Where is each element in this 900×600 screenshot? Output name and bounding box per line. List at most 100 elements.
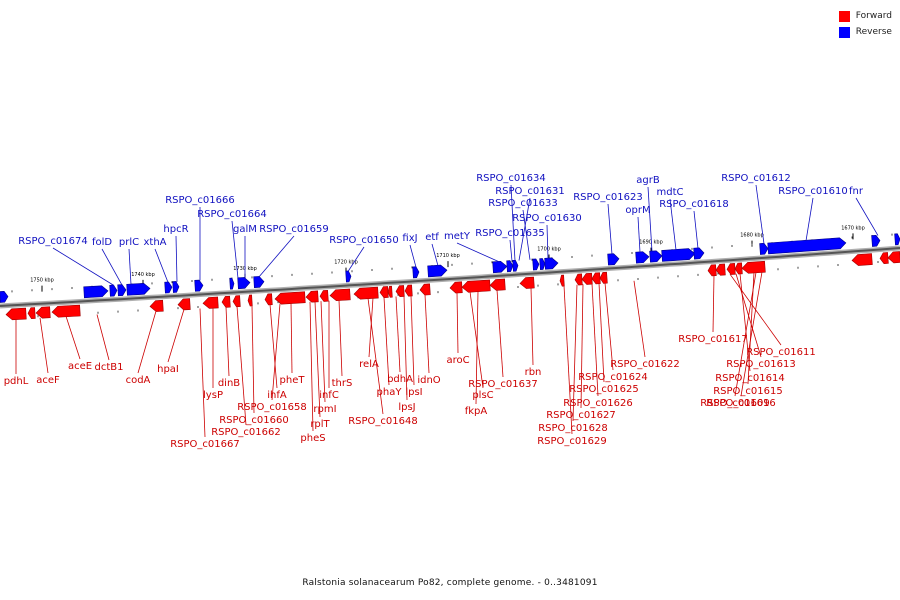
reverse-gene-label: RSPO_c01633 [488,198,558,209]
kbp-tick-label: 1750 kbp [30,278,54,284]
forward-gene-label: RSPO_c01629 [537,436,607,447]
reverse-leader-line [509,239,513,262]
forward-gene-arrow [305,290,319,303]
forward-gene-arrow [387,285,393,298]
forward-gene-label: RSPO_c01648 [348,416,418,427]
forward-leader-line [403,295,408,401]
legend-forward-label: Forward [855,11,892,21]
reverse-gene-arrow [345,270,352,283]
reverse-gene-arrow [229,277,235,290]
forward-gene-label: thrS [332,378,353,389]
forward-gene-arrow [734,262,743,275]
reverse-leader-line [755,184,765,244]
forward-gene-arrow [35,306,51,319]
forward-gene-arrow [5,307,27,321]
reverse-gene-label: RSPO_c01631 [495,186,565,197]
kbp-tick-label: 1740 kbp [131,272,155,278]
forward-gene-label: bdhA [387,374,413,385]
legend: Forward Reverse [838,8,892,40]
forward-gene-arrow [851,253,873,266]
reverse-gene-arrow [635,251,650,264]
reverse-gene-label: fnr [849,186,864,197]
forward-gene-label: RSPO_c01615 [713,386,783,397]
forward-gene-arrow [449,281,463,294]
forward-gene-arrow [353,286,379,300]
reverse-gene-arrow [109,284,118,297]
kbp-tick-label: 1670 kbp [841,225,865,231]
reverse-gene-label: oprM [625,205,650,216]
forward-gene-label: RSPO_c01637 [468,379,538,390]
forward-leader-line [712,275,715,333]
forward-gene-arrow [202,296,219,309]
forward-leader-line [225,306,230,377]
reverse-gene-label: RSPO_c01612 [721,173,791,184]
reverse-leader-line [669,198,677,250]
reverse-leader-line [855,197,879,236]
reverse-gene-label: xthA [143,237,166,248]
reverse-leader-line [637,216,641,253]
forward-gene-label: ihfA [267,390,287,401]
forward-gene-label: rpmI [313,404,336,415]
forward-gene-label: phaY [377,387,403,398]
forward-leader-line [572,284,578,422]
forward-gene-label: RSPO_c01658 [237,402,307,413]
forward-leader-line [395,296,401,373]
genome-caption: Ralstonia solanacearum Po82, complete ge… [302,578,598,588]
reverse-leader-line [805,197,814,241]
reverse-leader-line [431,243,439,266]
forward-leader-line [563,285,573,435]
reverse-gene-arrow [544,257,559,270]
forward-gene-label: dinB [218,378,240,389]
forward-gene-label: hpaI [157,364,179,375]
forward-gene-label: fkpA [465,406,488,417]
forward-leader-line [167,309,185,363]
forward-gene-arrow [395,285,405,298]
forward-gene-arrow [879,252,889,265]
reverse-gene-label: RSPO_c01618 [659,199,729,210]
reverse-gene-arrow [427,264,448,278]
forward-leader-line [530,287,534,366]
reverse-leader-line [409,244,417,268]
forward-swatch [838,10,850,22]
reverse-gene-arrow [607,253,620,266]
reverse-swatch [838,26,850,38]
forward-gene-label: pheT [280,375,306,386]
forward-gene-label: RSPO_c01628 [538,423,608,434]
reverse-gene-label: prlC [119,237,139,248]
forward-gene-label: RSPO_c01627 [546,410,616,421]
forward-gene-arrow [319,289,329,302]
genome-backbone [0,247,900,307]
forward-gene-label: RSPO_c01609 [700,398,770,409]
forward-gene-label: idnO [417,375,440,386]
forward-leader-line [199,308,206,438]
reverse-gene-label: etf [425,232,439,243]
forward-gene-label: relA [359,359,379,370]
forward-gene-label: RSPO_c01660 [219,415,289,426]
forward-leader-line [96,314,110,361]
forward-gene-label: rplT [310,419,330,430]
reverse-gene-label: RSPO_c01623 [573,192,643,203]
forward-gene-label: RSPO_c01622 [610,359,680,370]
forward-gene-label: RSPO_c01626 [563,398,633,409]
forward-gene-arrow [887,251,900,264]
forward-gene-label: infC [319,390,339,401]
kbp-tick-label: 1690 kbp [639,240,663,246]
forward-gene-arrow [404,284,413,297]
forward-leader-line [65,316,81,360]
reverse-gene-arrow [237,277,251,290]
reverse-leader-line [693,210,699,249]
forward-gene-label: RSPO_c01662 [211,427,281,438]
forward-leader-line [740,271,763,397]
forward-leader-line [271,303,281,401]
forward-leader-line [734,272,757,397]
reverse-gene-arrow [253,276,265,289]
reverse-gene-arrow [83,285,109,299]
forward-gene-label: lpsJ [398,402,415,413]
reverse-leader-line [128,248,132,285]
forward-gene-arrow [379,286,389,299]
forward-gene-label: rbn [525,367,542,378]
forward-gene-arrow [726,263,736,275]
reverse-gene-label: RSPO_c01659 [259,224,329,235]
forward-gene-label: RSPO_c01667 [170,439,240,450]
reverse-gene-label: metY [444,231,471,242]
